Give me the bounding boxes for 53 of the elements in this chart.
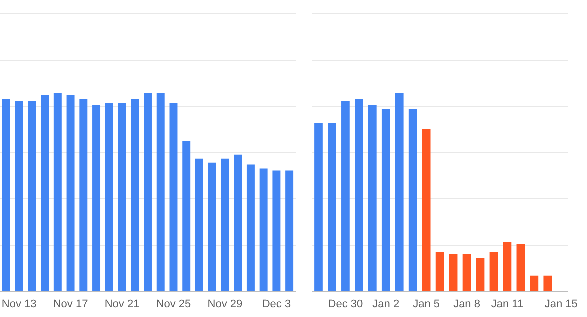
bar xyxy=(182,140,191,292)
bar xyxy=(544,276,552,292)
x-tick-label: Jan 2 xyxy=(372,298,400,310)
bar xyxy=(246,164,255,292)
bar xyxy=(131,99,140,292)
bar xyxy=(328,123,336,292)
bar xyxy=(462,254,472,292)
bar xyxy=(422,129,431,292)
bar xyxy=(286,170,294,292)
bar xyxy=(195,158,204,292)
bar xyxy=(395,93,404,292)
bar xyxy=(118,103,126,292)
bar xyxy=(272,170,281,292)
bar xyxy=(2,99,10,292)
bar xyxy=(436,252,444,292)
bar xyxy=(80,99,88,292)
bar xyxy=(368,105,377,292)
bar xyxy=(382,109,390,292)
bar xyxy=(355,99,364,292)
bar xyxy=(516,244,526,292)
bar xyxy=(28,101,36,292)
bar xyxy=(221,158,230,292)
bar xyxy=(41,95,50,292)
bar xyxy=(144,93,152,292)
bar xyxy=(476,258,485,292)
x-tick-label: Jan 5 xyxy=(413,298,440,310)
bar xyxy=(170,103,178,292)
bar xyxy=(66,95,75,292)
bar xyxy=(15,101,24,292)
x-tick-label: Nov 21 xyxy=(104,298,140,310)
bar xyxy=(530,276,539,292)
bar xyxy=(314,123,323,292)
bar xyxy=(503,242,512,292)
bar xyxy=(92,105,101,292)
x-tick-label: Dec 3 xyxy=(262,298,292,310)
bar xyxy=(234,154,242,292)
x-tick-label: Nov 29 xyxy=(208,298,243,310)
bar xyxy=(449,254,458,292)
bar xyxy=(490,252,498,292)
bar xyxy=(208,162,216,292)
bar xyxy=(156,93,165,292)
bar xyxy=(408,109,418,292)
bar xyxy=(54,93,62,292)
bar xyxy=(342,101,350,292)
x-tick-label: Jan 15 xyxy=(544,298,578,310)
x-tick-label: Nov 25 xyxy=(156,298,192,310)
x-tick-label: Nov 13 xyxy=(2,298,37,310)
bar xyxy=(260,168,268,292)
bar xyxy=(105,103,114,292)
x-tick-label: Dec 30 xyxy=(328,298,364,310)
x-tick-label: Nov 17 xyxy=(53,298,88,310)
x-tick-label: Jan 8 xyxy=(454,298,480,310)
x-tick-label: Jan 11 xyxy=(491,298,524,310)
